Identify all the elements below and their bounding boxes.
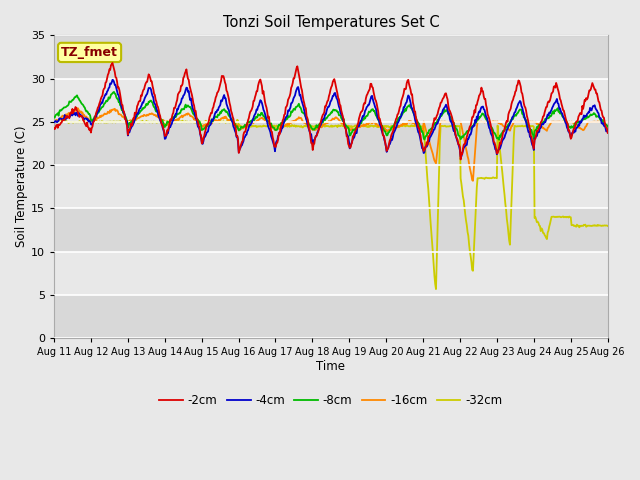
-16cm [204,122,211,128]
-16cm [415,124,423,130]
-2cm [399,94,406,99]
-2cm [457,156,465,162]
Text: TZ_fmet: TZ_fmet [61,46,118,59]
Line: -32cm: -32cm [54,120,608,289]
-32cm [604,223,612,229]
Bar [54,208,608,252]
Bar [54,295,608,338]
-32cm [173,119,181,125]
-32cm [432,286,440,292]
-4cm [457,154,465,159]
-4cm [415,130,423,136]
-8cm [604,124,612,130]
-8cm [399,110,406,116]
-8cm [110,89,118,95]
-2cm [60,117,68,123]
-32cm [415,123,423,129]
-16cm [469,178,477,184]
-4cm [174,107,182,112]
-16cm [604,119,612,125]
-16cm [60,114,68,120]
-2cm [204,121,211,127]
-2cm [415,125,423,131]
Bar [54,165,608,208]
-16cm [399,121,406,127]
-4cm [50,120,58,125]
-32cm [399,123,406,129]
-32cm [234,117,241,123]
-8cm [495,137,503,143]
Legend: -2cm, -4cm, -8cm, -16cm, -32cm: -2cm, -4cm, -8cm, -16cm, -32cm [155,389,507,412]
-4cm [399,108,406,114]
X-axis label: Time: Time [316,360,346,373]
-4cm [604,129,612,135]
-8cm [204,123,211,129]
Line: -8cm: -8cm [54,92,608,140]
Bar [54,79,608,122]
-16cm [74,105,82,111]
-8cm [118,107,125,113]
Bar [54,252,608,295]
-8cm [50,115,58,120]
-32cm [50,120,58,125]
Bar [54,122,608,165]
-2cm [604,130,612,136]
Line: -2cm: -2cm [54,63,608,159]
-2cm [50,125,58,131]
-32cm [203,119,211,124]
-4cm [60,116,68,122]
-8cm [415,120,423,126]
Title: Tonzi Soil Temperatures Set C: Tonzi Soil Temperatures Set C [223,15,439,30]
-16cm [174,116,182,122]
-16cm [50,120,58,125]
Y-axis label: Soil Temperature (C): Soil Temperature (C) [15,126,28,247]
-32cm [117,119,125,125]
Line: -4cm: -4cm [54,80,608,156]
-4cm [109,77,116,83]
-8cm [60,105,68,110]
Line: -16cm: -16cm [54,108,608,181]
-32cm [60,118,68,124]
-4cm [118,105,125,111]
-8cm [174,111,182,117]
-16cm [118,113,125,119]
-2cm [118,101,125,107]
Bar [54,36,608,79]
-4cm [204,129,211,135]
-2cm [174,92,182,97]
-2cm [109,60,116,66]
